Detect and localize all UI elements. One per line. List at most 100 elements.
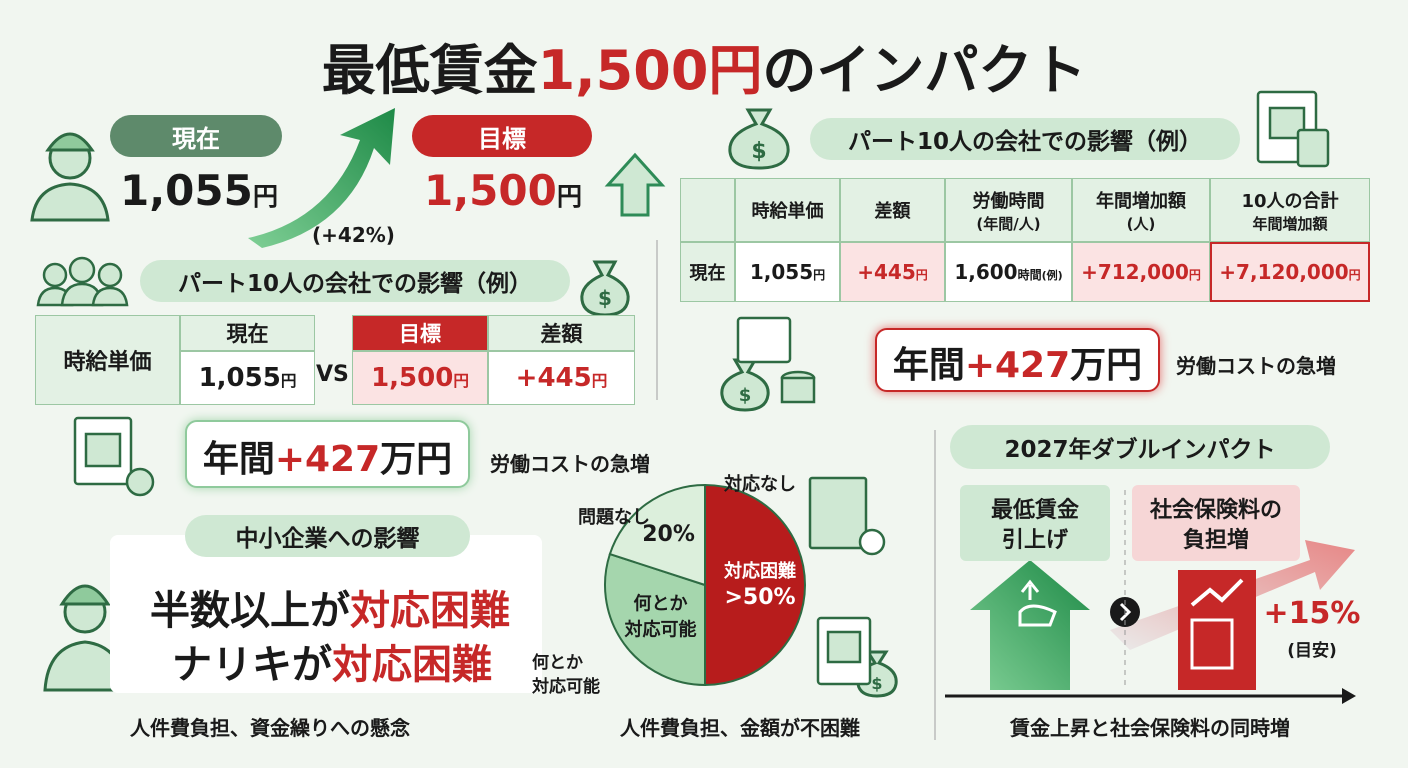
doc-icon — [1190, 618, 1234, 670]
pie-label: 対応困難 — [723, 560, 796, 582]
box-text: 社会保険料の — [1149, 498, 1282, 523]
cell-value: 1,600時間(例) — [954, 260, 1062, 284]
unit: 円 — [556, 182, 583, 211]
note: (例) — [1041, 269, 1063, 282]
header: 10人の合計 年間増加額 — [1210, 178, 1370, 242]
pie-label: 何とか — [634, 592, 688, 614]
svg-text:$: $ — [598, 286, 612, 310]
header-line: (年間/人) — [976, 214, 1041, 233]
document-icon — [73, 90, 1330, 686]
increase-note: (目安) — [1287, 641, 1337, 661]
box-text: 引上げ — [1001, 528, 1068, 553]
pie-callout: 何とか — [532, 653, 583, 673]
up-arrow — [604, 152, 666, 217]
cell-value: 1,055円 — [199, 363, 297, 393]
header-line: 時給単価 — [751, 201, 824, 222]
value: 1,500 — [424, 166, 557, 215]
callout — [875, 328, 1160, 392]
header-line: 労働時間 — [972, 190, 1045, 212]
header: 年間増加額 (人) — [1072, 178, 1210, 242]
unit: 円 — [252, 182, 279, 211]
header: 差額 — [840, 178, 945, 242]
section-title: 2027年ダブルインパクト — [950, 425, 1330, 469]
people-icon — [36, 256, 129, 307]
sme-box — [110, 535, 542, 693]
header: 時給単価 — [735, 178, 840, 242]
pie-label: >50% — [724, 585, 795, 610]
cell: 1,500円 — [352, 351, 488, 405]
cell-value: +7,120,000円 — [1219, 260, 1360, 284]
cell-value: 1,500円 — [371, 363, 469, 393]
box — [960, 485, 1110, 561]
title-text: のインパクト — [762, 39, 1087, 102]
pie-callout: 問題なし — [578, 507, 650, 528]
text: ナリキが — [172, 642, 332, 688]
pie-label: 20% — [642, 522, 695, 547]
accent: 対応困難 — [350, 588, 510, 634]
header: 差額 — [488, 315, 635, 351]
text: 半数以上が — [150, 588, 350, 634]
header-line: 10人の合計 — [1241, 190, 1339, 212]
header: 目標 — [352, 315, 488, 351]
section-title: パート10人の会社での影響（例） — [140, 260, 570, 302]
header-line: 年間増加額 — [1252, 214, 1328, 233]
corner — [680, 178, 735, 242]
header: 現在 — [180, 315, 315, 351]
row-label: 時給単価 — [35, 315, 180, 405]
insurance-box — [1178, 570, 1256, 690]
unit: 円 — [813, 268, 826, 282]
value: +7,120,000 — [1219, 260, 1349, 284]
callout-text: 年間+427万円 — [875, 336, 1160, 388]
unit: 時間 — [1017, 268, 1042, 282]
svg-text:$: $ — [751, 139, 766, 164]
cell: 1,055円 — [735, 242, 840, 302]
header-line: 差額 — [874, 201, 911, 222]
cell: +445円 — [488, 351, 635, 405]
next-icon — [1119, 602, 1132, 622]
cell: +7,120,000円 — [1210, 242, 1370, 302]
unit: 円 — [1188, 268, 1201, 282]
svg-text:$: $ — [739, 385, 752, 406]
title-highlight: 1,500円 — [537, 39, 763, 102]
text: 万円 — [380, 439, 453, 480]
unit: 円 — [1348, 268, 1361, 282]
row-label: 現在 — [680, 242, 735, 302]
worker-icon — [43, 584, 127, 692]
callout-note: 労働コストの急増 — [1176, 354, 1336, 378]
value: 1,055 — [120, 166, 253, 215]
cell: +445円 — [840, 242, 945, 302]
value: 1,500 — [371, 363, 454, 393]
unit: 円 — [280, 372, 297, 390]
text: 年間 — [202, 439, 275, 480]
cell: +712,000円 — [1072, 242, 1210, 302]
cell-value: 1,055円 — [750, 260, 825, 284]
value: 1,055 — [198, 363, 281, 393]
pie-label: 対応可能 — [624, 618, 697, 640]
title-text: 最低賃金 — [321, 39, 538, 102]
cell-value: +445円 — [857, 260, 928, 284]
value: +445 — [515, 363, 592, 393]
unit: 円 — [915, 268, 928, 282]
header-line: (人) — [1126, 214, 1156, 233]
header-line: 年間増加額 — [1096, 190, 1186, 212]
section-title: パート10人の会社での影響（例） — [810, 118, 1240, 160]
target-label: 目標 — [412, 115, 592, 157]
pie-callout: 対応なし — [724, 474, 796, 495]
caption: 人件費負担、金額が不困難 — [620, 716, 860, 740]
trend-icon — [1190, 578, 1244, 607]
cell: 1,600時間(例) — [945, 242, 1072, 302]
header: 労働時間 (年間/人) — [945, 178, 1072, 242]
title: 最低賃金1,500円のインパクト — [0, 26, 1408, 105]
pie-slice — [704, 483, 806, 687]
value: 1,055 — [749, 260, 814, 284]
increase: +15% — [1263, 596, 1361, 631]
value: +427 — [274, 439, 381, 480]
text: 年間 — [892, 345, 965, 386]
growth-arrow — [248, 108, 395, 248]
accent: 対応困難 — [332, 642, 492, 688]
box-text: 負担増 — [1182, 528, 1249, 553]
vs: VS — [316, 362, 349, 387]
worker-icon — [30, 132, 110, 222]
